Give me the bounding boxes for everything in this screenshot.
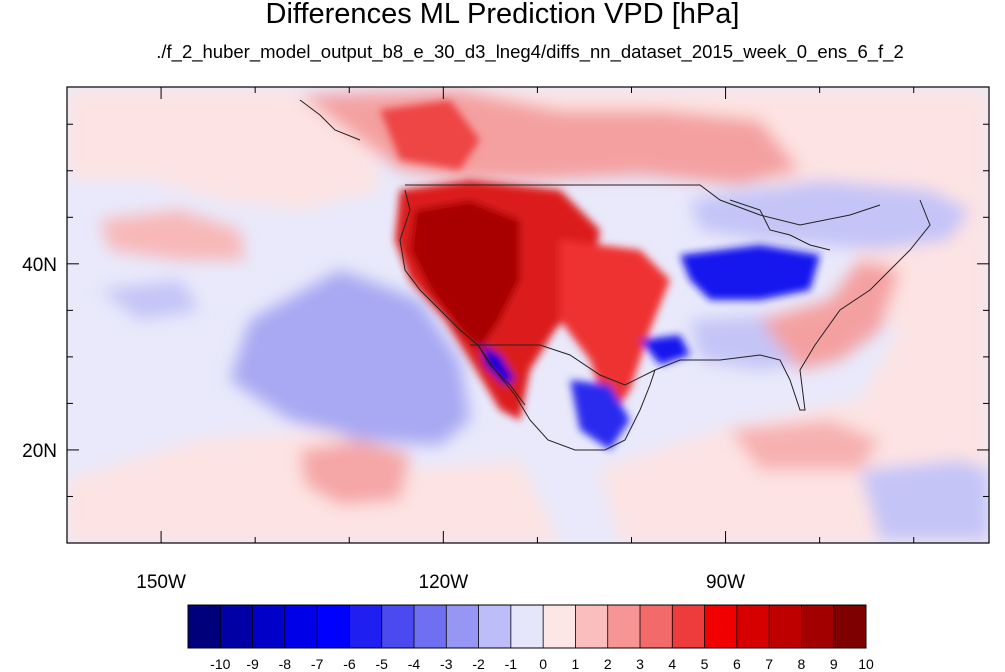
blue-region-texas-coast [640,335,690,365]
pink-region-canada-core [380,100,480,170]
plot-frame [66,86,990,544]
colorbar-swatch [381,605,415,648]
lon-tick-label: 90W [706,572,745,593]
colorbar-swatch [736,605,770,648]
colorbar-swatch [414,605,447,648]
colorbar-swatch [672,605,706,648]
colorbar: -10 -9 -8 -7 -6 -5 -4 -3 -2 -1 0 1 2 3 4 5 6 7 8 9 10 [187,604,874,672]
red-region-southeast [760,260,900,370]
colorbar-label: 9 [830,656,838,672]
colorbar-swatch [801,605,835,648]
pink-blob-caribbean [730,420,880,470]
colorbar-label: 2 [604,656,612,672]
pink-blob-pacific-south [300,440,410,505]
baja-california [477,344,526,406]
map-subtitle: ./f_2_huber_model_output_b8_e_30_d3_lneg… [156,41,904,62]
difference-field [67,90,989,543]
coastline-gulf [654,199,931,411]
great-lakes [729,199,831,251]
border-canada-us [405,184,881,226]
colorbar-swatch [317,605,350,648]
colorbar-label: -6 [343,656,356,672]
blue-region-northeast [690,180,970,250]
colorbar-swatch [446,605,480,648]
colorbar-frame [187,604,867,649]
plot-area [67,87,989,543]
colorbar-swatch [284,605,318,648]
colorbar-label: 7 [765,656,773,672]
colorbar-label: -10 [210,656,230,672]
colorbar-swatch [607,605,641,648]
colorbar-label: 10 [858,656,874,672]
colorbar-label: 1 [572,656,580,672]
coastlines [299,99,931,451]
colorbar-swatch [543,605,576,648]
colorbar-label: 8 [798,656,806,672]
colorbar-label: 0 [539,656,547,672]
border-us-mexico [470,344,656,386]
colorbar-swatch [510,605,544,648]
axis-labels: 150W 120W 90W 40N 20N [22,255,745,593]
colorbar-label: -9 [246,656,259,672]
map-title: Differences ML Prediction VPD [hPa] [265,0,740,30]
colorbar-label: -1 [505,656,518,672]
blue-region-mexico [570,380,630,450]
coastline-west [399,189,656,451]
lon-tick-label: 150W [136,572,186,593]
pink-region-northwest [67,90,380,210]
lat-tick-label: 20N [22,441,57,462]
blue-region-gulf-california [482,345,515,385]
colorbar-swatch [575,605,609,648]
colorbar-swatch [188,605,221,648]
lon-tick-label: 120W [419,572,469,593]
blue-region-pacific [230,270,470,445]
blue-region-midwest [680,245,820,300]
colorbar-swatch [833,605,867,648]
colorbar-swatch [349,605,383,648]
colorbar-label: 4 [668,656,676,672]
colorbar-swatch [478,605,512,648]
colorbar-label: -2 [472,656,485,672]
pink-blob-pacific-west [100,210,245,260]
colorbar-swatch [704,605,738,648]
colorbar-label: 5 [701,656,709,672]
blue-region-west-pacific [100,280,200,320]
colorbar-label: -4 [408,656,421,672]
colorbar-label: -8 [279,656,292,672]
colorbar-label: -3 [440,656,453,672]
colorbar-label: 3 [636,656,644,672]
colorbar-label: -7 [311,656,324,672]
dark-red-core-california [410,200,520,350]
alaska-coast [299,99,361,141]
lat-tick-label: 40N [22,255,57,276]
colorbar-swatch [252,605,286,648]
colorbar-swatch [769,605,802,648]
axis-ticks [66,87,989,544]
red-region-plains [560,240,670,420]
colorbar-swatch [220,605,254,648]
colorbar-label: 6 [733,656,741,672]
blue-region-east-pacific-south [860,460,989,540]
colorbar-swatch [640,605,673,648]
colorbar-label: -5 [375,656,388,672]
